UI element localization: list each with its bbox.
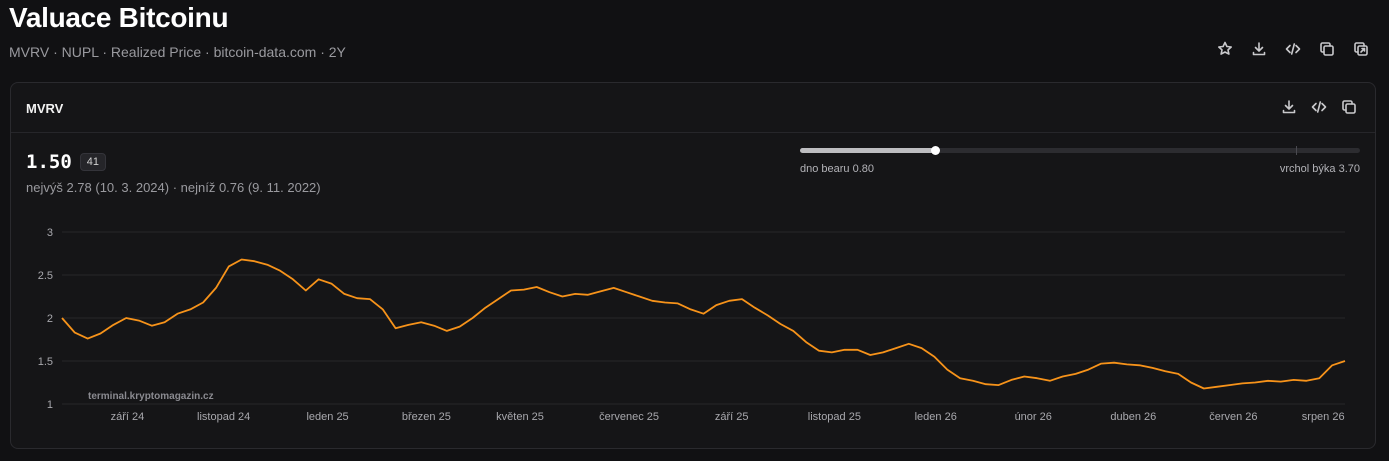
favorite-button[interactable] [1213,38,1237,60]
x-tick-label: září 24 [111,411,145,423]
card-actions [1277,96,1361,118]
download-button[interactable] [1247,38,1271,60]
open-external-icon [1354,42,1368,56]
x-tick-label: červen 26 [1209,411,1257,423]
code-icon [1311,101,1327,113]
gauge-fill [800,148,936,153]
metric-value: 1.50 [26,151,72,173]
y-tick-label: 2.5 [38,270,53,282]
copy-icon [1320,42,1334,56]
card-title: MVRV [26,101,64,116]
x-tick-label: srpen 26 [1302,411,1345,423]
gauge-knob [931,146,941,155]
embed-code-button[interactable] [1281,38,1305,60]
star-icon [1218,41,1232,55]
x-tick-label: leden 25 [306,411,348,423]
x-tick-label: duben 26 [1110,411,1156,423]
card-embed-code-button[interactable] [1307,96,1331,118]
y-tick-label: 1 [47,399,53,411]
download-icon [1282,100,1296,114]
y-tick-label: 2 [47,313,53,325]
card-download-button[interactable] [1277,96,1301,118]
code-icon [1285,43,1301,55]
download-icon [1252,42,1266,56]
watermark: terminal.kryptomagazin.cz [88,391,214,402]
card-header: MVRV [11,83,1375,133]
gauge-min-label: dno bearu 0.80 [800,163,875,175]
x-tick-label: červenec 25 [599,411,659,423]
mvrv-card: MVRV 1.50 41 nejvýš 2.78 (10. 3. 2024) ·… [10,82,1376,449]
x-tick-label: květen 25 [496,411,544,423]
x-tick-label: leden 26 [915,411,957,423]
valuation-gauge: dno bearu 0.80 vrchol býka 3.70 [800,146,1360,187]
metric-value-row: 1.50 41 [26,151,107,173]
page-subtitle: MVRV · NUPL · Realized Price · bitcoin-d… [9,44,346,60]
copy-icon [1342,100,1356,114]
y-tick-label: 1.5 [38,356,53,368]
x-tick-label: březen 25 [402,411,451,423]
x-tick-label: listopad 24 [197,411,250,423]
gauge-max-label: vrchol býka 3.70 [1279,163,1360,175]
card-copy-button[interactable] [1337,96,1361,118]
x-tick-label: listopad 25 [808,411,861,423]
copy-button[interactable] [1315,38,1339,60]
mvrv-chart: 1 1.5 2 2.5 3 září 24 listopad 24 leden 25 březe… [38,227,1346,423]
y-tick-label: 3 [47,227,53,239]
gauge-tick [1296,146,1298,155]
x-tick-label: září 25 [715,411,749,423]
range-stats: nejvýš 2.78 (10. 3. 2024) · nejníž 0.76 … [26,180,321,195]
page-actions [1213,38,1373,60]
gauge-track [800,148,1360,153]
mvrv-line [61,258,1346,390]
open-external-button[interactable] [1349,38,1373,60]
x-tick-label: únor 26 [1015,411,1052,423]
score-badge: 41 [79,153,107,171]
page-title: Valuace Bitcoinu [9,2,229,33]
